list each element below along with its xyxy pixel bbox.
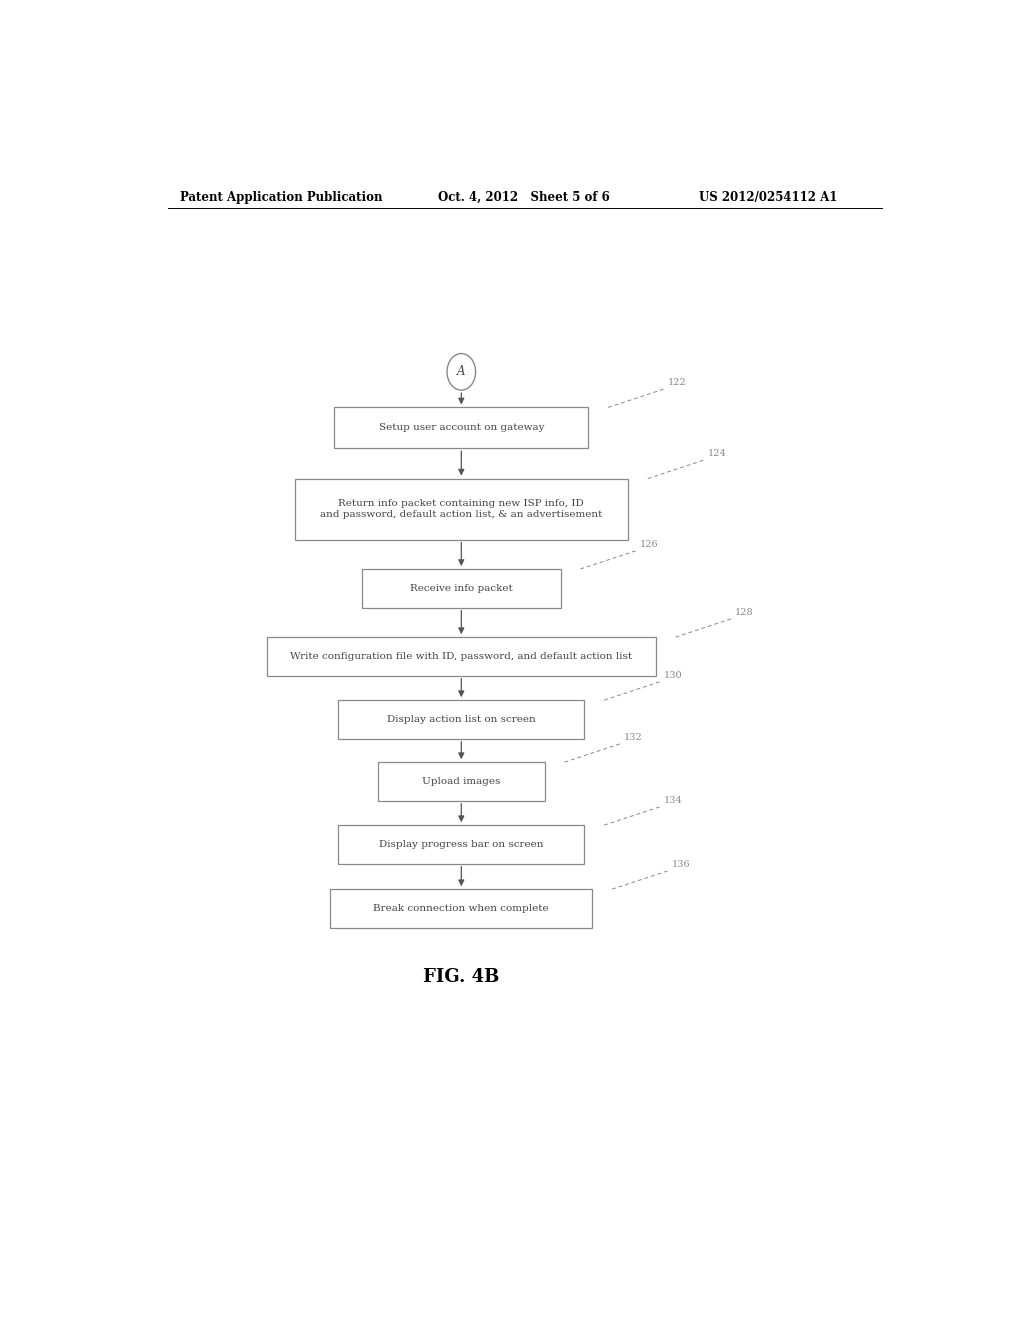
- Bar: [331, 890, 592, 928]
- Bar: [338, 700, 585, 739]
- Text: Display action list on screen: Display action list on screen: [387, 715, 536, 723]
- Text: Write configuration file with ID, password, and default action list: Write configuration file with ID, passwo…: [290, 652, 633, 661]
- Text: Upload images: Upload images: [422, 777, 501, 785]
- Text: Patent Application Publication: Patent Application Publication: [179, 190, 382, 203]
- Text: 124: 124: [708, 449, 726, 458]
- Bar: [295, 479, 628, 540]
- Text: Receive info packet: Receive info packet: [410, 583, 513, 593]
- Text: 122: 122: [668, 378, 686, 387]
- Text: Display progress bar on screen: Display progress bar on screen: [379, 840, 544, 849]
- Text: US 2012/0254112 A1: US 2012/0254112 A1: [699, 190, 838, 203]
- Text: Return info packet containing new ISP info, ID
and password, default action list: Return info packet containing new ISP in…: [321, 499, 602, 519]
- Text: 128: 128: [735, 607, 754, 616]
- Text: 134: 134: [664, 796, 682, 805]
- Bar: [362, 569, 560, 607]
- Bar: [334, 408, 588, 447]
- Text: FIG. 4B: FIG. 4B: [423, 968, 500, 986]
- Bar: [267, 638, 655, 676]
- Text: Oct. 4, 2012   Sheet 5 of 6: Oct. 4, 2012 Sheet 5 of 6: [437, 190, 609, 203]
- Text: Setup user account on gateway: Setup user account on gateway: [379, 424, 544, 432]
- Text: 126: 126: [640, 540, 658, 549]
- Text: Break connection when complete: Break connection when complete: [374, 904, 549, 913]
- Text: 136: 136: [672, 859, 690, 869]
- Text: A: A: [457, 366, 466, 379]
- Text: 130: 130: [664, 671, 682, 680]
- Bar: [338, 825, 585, 863]
- Text: 132: 132: [624, 733, 643, 742]
- Bar: [378, 762, 545, 801]
